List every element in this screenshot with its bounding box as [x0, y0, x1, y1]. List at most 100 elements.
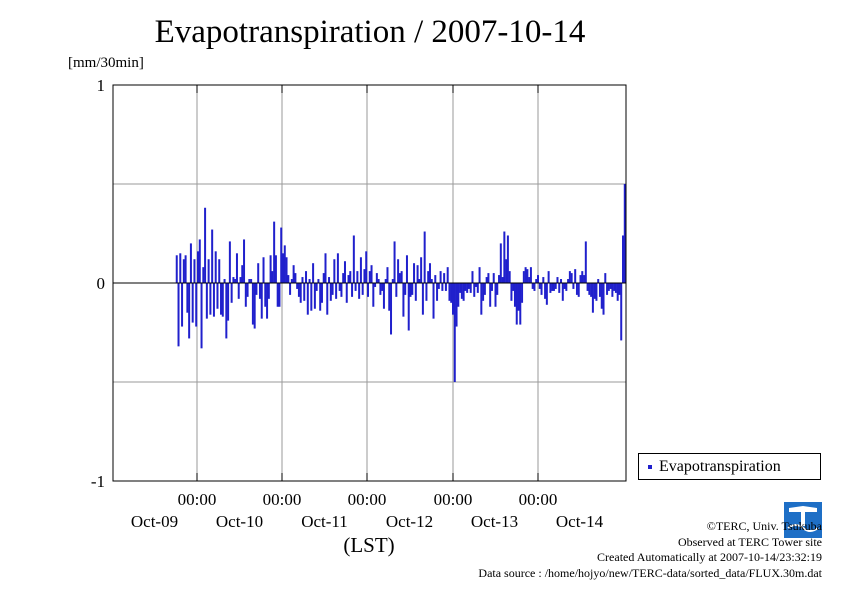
x-date-label: Oct-13 — [471, 512, 518, 531]
bar — [301, 277, 304, 283]
y-tick-label: 0 — [97, 274, 106, 293]
bar — [202, 267, 205, 283]
bar — [570, 273, 573, 283]
bar — [604, 273, 607, 283]
bar — [241, 265, 244, 283]
y-tick-label: -1 — [91, 472, 105, 491]
bar — [575, 283, 578, 295]
bar — [243, 239, 246, 283]
credit-source: Data source : /home/hojyo/new/TERC-data/… — [478, 565, 822, 580]
bar — [258, 283, 261, 299]
bar — [230, 283, 233, 303]
bar — [253, 283, 256, 329]
bar — [613, 283, 616, 291]
bar — [404, 283, 407, 295]
bar — [567, 279, 570, 283]
bar — [235, 253, 238, 283]
bar — [581, 271, 584, 283]
bar — [545, 283, 548, 305]
bar — [186, 283, 189, 313]
bar — [361, 283, 364, 295]
bar — [444, 283, 447, 291]
bar — [496, 283, 499, 295]
bar — [421, 283, 424, 315]
bar — [427, 271, 430, 283]
bar — [448, 283, 451, 301]
bar — [352, 235, 355, 283]
bar — [416, 265, 419, 283]
bar — [513, 283, 516, 307]
bar — [216, 283, 219, 309]
bar — [591, 283, 594, 313]
bar — [512, 283, 515, 291]
bar — [505, 259, 508, 283]
bar — [179, 253, 182, 283]
bar — [483, 283, 486, 295]
bar — [287, 275, 290, 283]
terc-logo-icon — [784, 502, 822, 538]
bar — [616, 283, 619, 301]
bar — [274, 255, 277, 283]
bar — [239, 277, 242, 283]
x-time-label: 00:00 — [434, 490, 473, 509]
bar — [611, 283, 614, 297]
bar — [308, 279, 311, 283]
bar — [381, 283, 384, 291]
bar — [181, 283, 184, 327]
bar — [197, 251, 199, 283]
x-date-label: Oct-09 — [131, 512, 178, 531]
bar — [414, 283, 417, 301]
bar — [250, 279, 253, 283]
bar — [189, 243, 192, 283]
bar — [356, 271, 359, 283]
bar — [540, 283, 543, 295]
bar — [220, 283, 223, 315]
bar — [443, 273, 446, 283]
bar — [358, 283, 361, 299]
bar — [374, 283, 377, 287]
bar — [503, 231, 506, 283]
bar — [388, 283, 391, 311]
bar — [558, 283, 561, 293]
bar — [411, 283, 414, 295]
bar — [466, 283, 469, 293]
bar — [531, 283, 534, 289]
bar — [563, 283, 566, 289]
bar — [193, 259, 196, 283]
bar — [228, 241, 231, 283]
bar — [237, 283, 240, 299]
bar — [453, 283, 456, 382]
bar — [368, 271, 371, 283]
bar — [398, 273, 401, 283]
bar-series — [175, 184, 626, 382]
bar — [498, 275, 501, 283]
bar — [200, 283, 203, 349]
bar — [227, 283, 230, 321]
bar — [375, 273, 378, 283]
bar — [510, 283, 513, 301]
bar — [598, 283, 601, 297]
bar — [618, 283, 621, 295]
bar — [584, 241, 587, 283]
bar — [207, 259, 210, 283]
bar — [377, 279, 380, 283]
bar — [590, 283, 593, 297]
bar — [475, 283, 478, 287]
bar — [351, 283, 354, 297]
bar — [299, 283, 302, 303]
bar — [232, 277, 235, 283]
bar — [537, 275, 539, 283]
bar — [218, 259, 221, 283]
bar — [428, 263, 431, 283]
bar — [485, 277, 488, 283]
bar — [251, 283, 254, 325]
bar — [552, 283, 555, 291]
bar — [324, 253, 327, 283]
bar — [455, 283, 458, 327]
bar — [198, 239, 201, 283]
bar — [354, 283, 357, 291]
bar — [370, 265, 373, 283]
bar — [397, 259, 400, 283]
bar — [195, 283, 198, 327]
